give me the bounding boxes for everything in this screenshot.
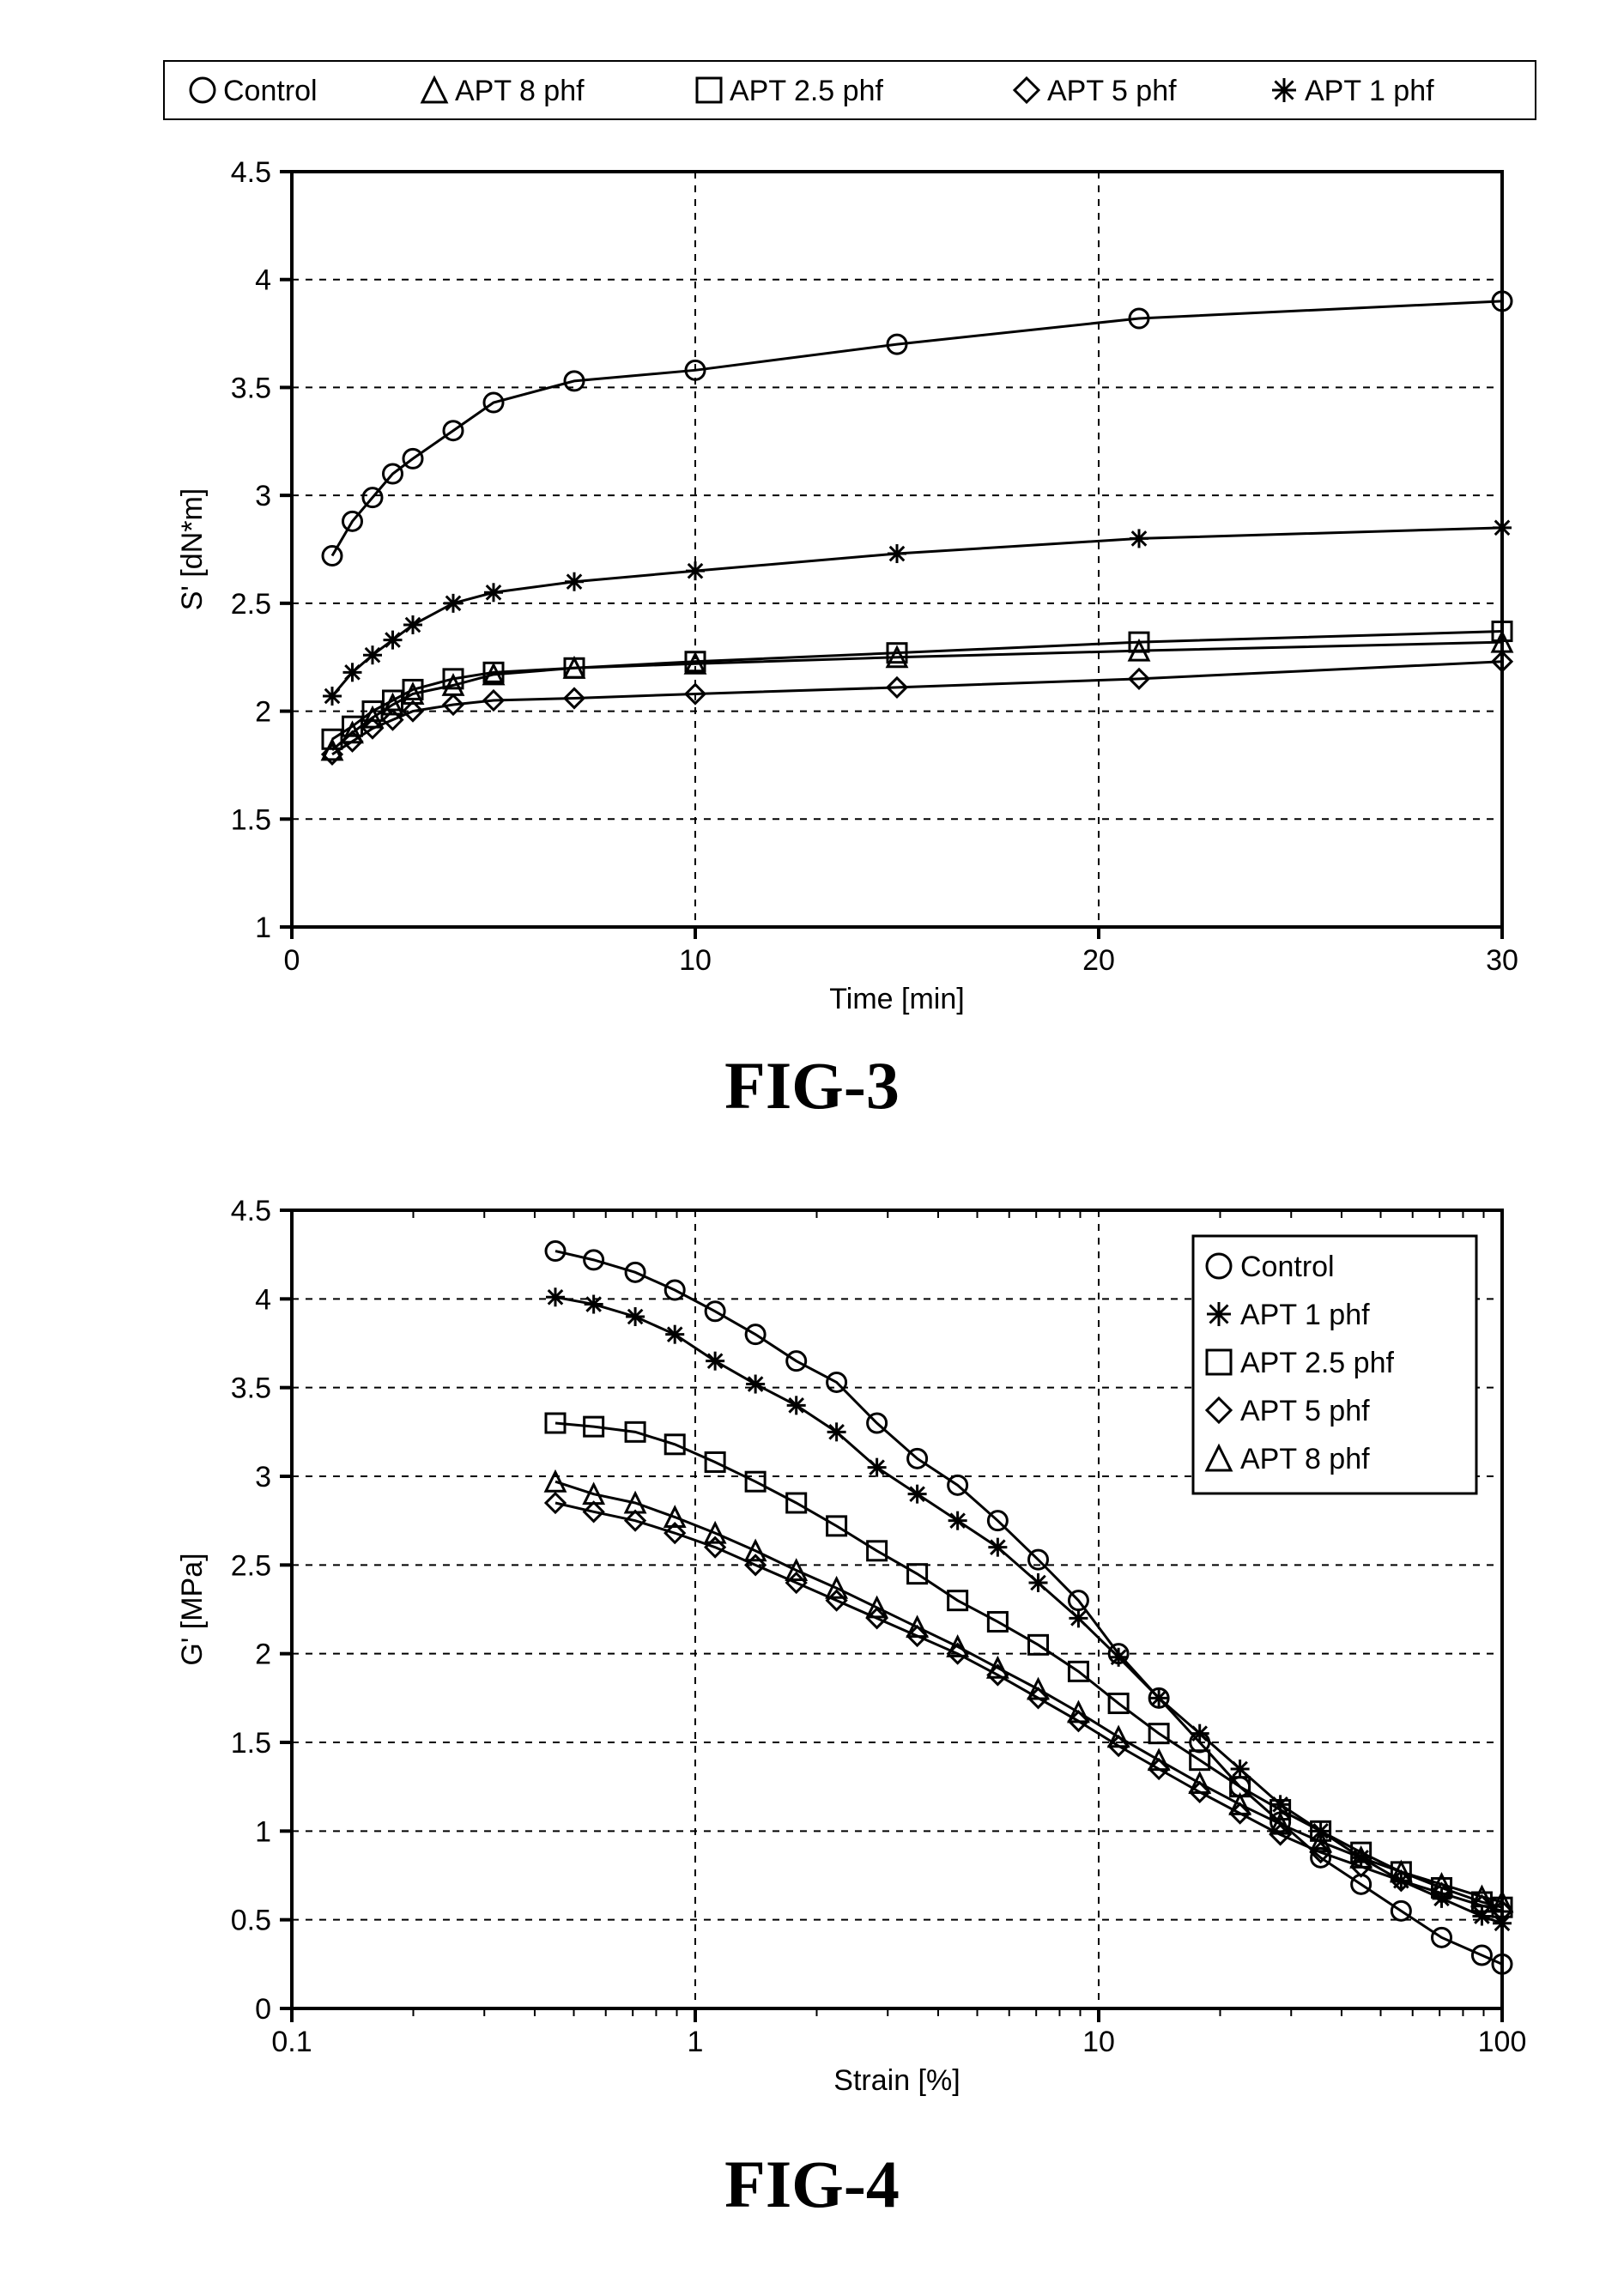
svg-text:0.1: 0.1 bbox=[271, 2026, 312, 2058]
svg-text:Control: Control bbox=[1240, 1251, 1335, 1283]
svg-text:APT 8 phf: APT 8 phf bbox=[455, 75, 585, 107]
fig3-chart: 0 10 20 30 1 1.5 2 2.5 3 3.5 4 4.5 Time [min] S' [dN*… bbox=[163, 146, 1536, 1030]
fig3-legend: Control APT 8 phf APT 2.5 phf APT 5 phf APT … bbox=[163, 60, 1536, 120]
svg-text:APT 8 phf: APT 8 phf bbox=[1240, 1443, 1370, 1475]
svg-text:20: 20 bbox=[1082, 944, 1115, 977]
svg-text:1: 1 bbox=[255, 912, 271, 944]
svg-text:3.5: 3.5 bbox=[231, 372, 271, 404]
svg-text:APT 5 phf: APT 5 phf bbox=[1240, 1395, 1370, 1427]
svg-text:Strain [%]: Strain [%] bbox=[833, 2064, 960, 2097]
svg-text:Time [min]: Time [min] bbox=[829, 983, 964, 1015]
svg-text:4.5: 4.5 bbox=[231, 1195, 271, 1227]
svg-text:APT 5 phf: APT 5 phf bbox=[1047, 75, 1177, 107]
svg-text:S' [dN*m]: S' [dN*m] bbox=[176, 488, 209, 611]
svg-text:0: 0 bbox=[255, 1993, 271, 2026]
svg-text:10: 10 bbox=[679, 944, 712, 977]
svg-text:1.5: 1.5 bbox=[231, 1727, 271, 1760]
svg-text:2.5: 2.5 bbox=[231, 588, 271, 621]
svg-text:10: 10 bbox=[1082, 2026, 1115, 2058]
svg-text:1.5: 1.5 bbox=[231, 803, 271, 836]
svg-text:0.5: 0.5 bbox=[231, 1905, 271, 1937]
svg-text:30: 30 bbox=[1486, 944, 1518, 977]
svg-text:2: 2 bbox=[255, 696, 271, 729]
svg-text:4: 4 bbox=[255, 264, 271, 297]
svg-text:100: 100 bbox=[1478, 2026, 1527, 2058]
svg-text:1: 1 bbox=[688, 2026, 704, 2058]
fig4-chart: 0.1 1 10 100 0 0.5 1 1.5 2 2.5 3 3.5 4 4.5 Strain [%] G… bbox=[163, 1184, 1536, 2111]
svg-text:0: 0 bbox=[284, 944, 300, 977]
svg-text:APT 2.5 phf: APT 2.5 phf bbox=[1240, 1347, 1394, 1379]
svg-text:APT 2.5 phf: APT 2.5 phf bbox=[730, 75, 883, 107]
svg-text:1: 1 bbox=[255, 1815, 271, 1848]
svg-text:APT 1 phf: APT 1 phf bbox=[1305, 75, 1434, 107]
page: Control APT 8 phf APT 2.5 phf APT 5 phf APT … bbox=[0, 0, 1624, 2296]
svg-text:3: 3 bbox=[255, 1461, 271, 1493]
svg-text:2.5: 2.5 bbox=[231, 1549, 271, 1582]
fig4-title: FIG-4 bbox=[0, 2146, 1624, 2223]
svg-text:4.5: 4.5 bbox=[231, 156, 271, 189]
svg-text:3: 3 bbox=[255, 480, 271, 512]
svg-text:Control: Control bbox=[223, 75, 318, 107]
fig3-title: FIG-3 bbox=[0, 1047, 1624, 1124]
svg-text:2: 2 bbox=[255, 1639, 271, 1671]
svg-text:4: 4 bbox=[255, 1283, 271, 1316]
svg-text:G' [MPa]: G' [MPa] bbox=[176, 1553, 209, 1665]
svg-text:APT 1 phf: APT 1 phf bbox=[1240, 1299, 1370, 1331]
svg-text:3.5: 3.5 bbox=[231, 1372, 271, 1405]
